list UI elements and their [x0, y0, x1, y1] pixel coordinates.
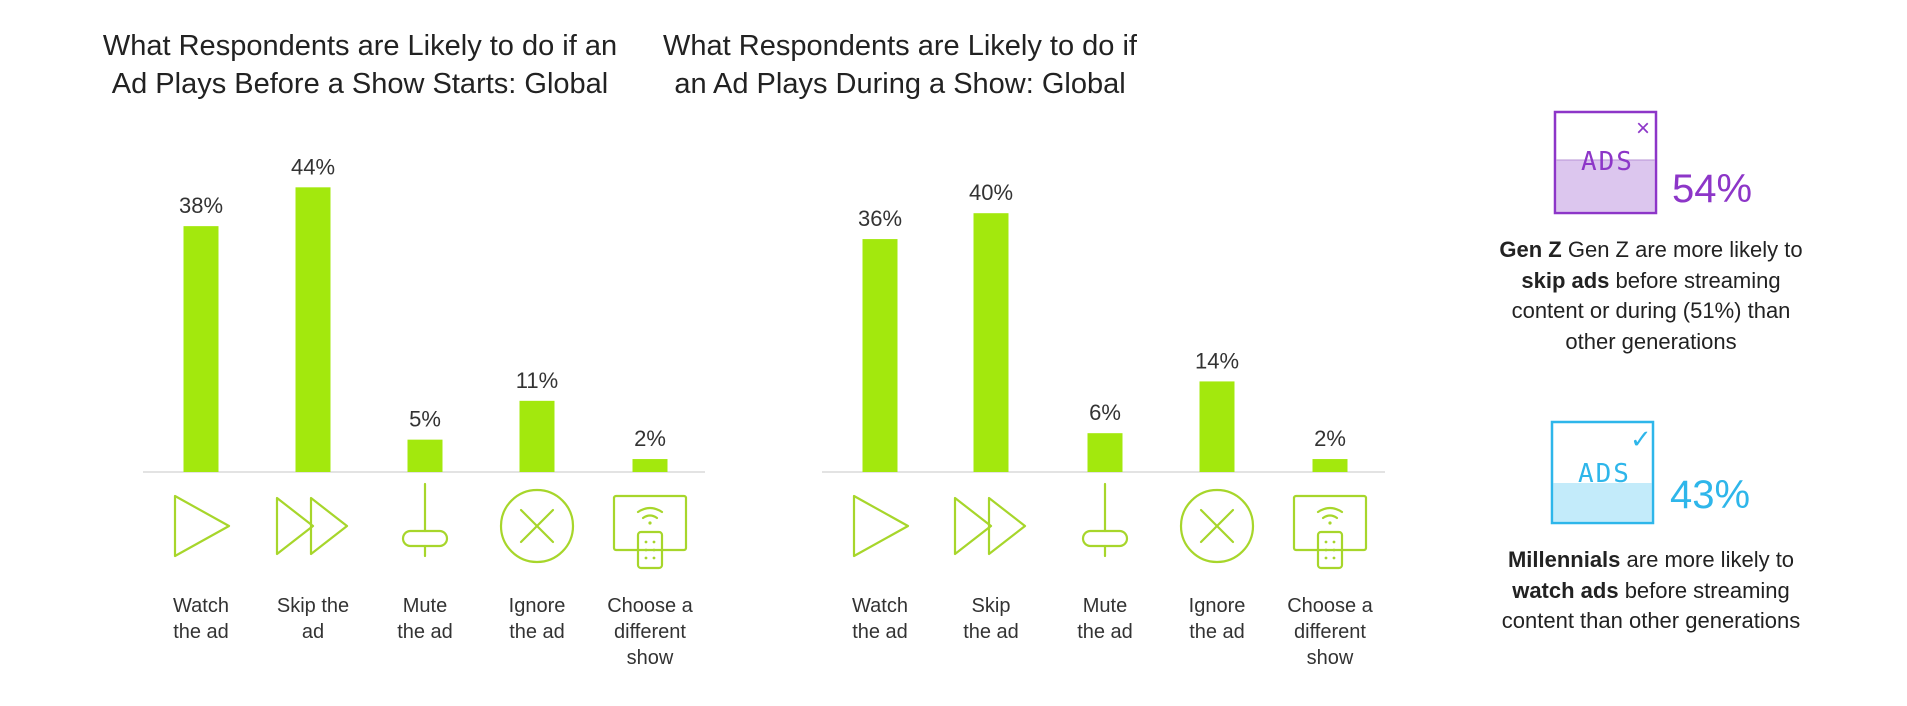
chart-1-title-line-1: What Respondents are Likely to do if an — [102, 30, 618, 62]
chart-1-category-label-1: Watch the ad — [141, 593, 261, 645]
chart-2-category-label-4-line-2: the ad — [1189, 621, 1245, 643]
chart-2-category-label-5-line-2: different — [1294, 621, 1366, 643]
chart-1-category-label-2-line-1: Skip the — [276, 595, 350, 617]
chart-2-marks: 36% 40% 6% 14% 2% — [822, 180, 1385, 570]
genz-icon-mark: × — [1636, 115, 1650, 142]
tv-remote-icon — [1292, 494, 1368, 570]
chart-1-category-label-5-line-3: show — [626, 647, 674, 669]
fast-forward-icon — [275, 496, 349, 556]
chart-1-bar-1 — [183, 226, 219, 472]
chart-1-data-label-4: 11% — [516, 368, 558, 393]
chart-1-marks: 38% 44% 5% 11% 2% — [143, 154, 705, 570]
millennials-icon-text: ADS — [1578, 459, 1631, 489]
genz-text-1: Gen Z are more likely to — [1561, 237, 1803, 262]
chart-1-category-label-4: Ignore the ad — [477, 593, 597, 645]
chart-2-data-label-4: 14% — [1195, 348, 1239, 373]
chart-2-bar-4 — [1199, 381, 1235, 472]
millennials-bold-2: watch ads — [1512, 577, 1619, 603]
genz-description: Gen Z Gen Z are more likely to skip ads … — [1486, 235, 1816, 357]
chart-2-category-label-2: Skip the ad — [931, 593, 1051, 645]
chart-1-category-label-2: Skip the ad — [253, 593, 373, 645]
millennials-text-2: before streaming content than other gene… — [1501, 577, 1801, 634]
chart-2-category-label-3-line-2: the ad — [1077, 621, 1133, 643]
genz-bold-1: Gen Z — [1499, 237, 1562, 262]
chart-2-bar-3 — [1087, 433, 1123, 472]
chart-2-data-label-1: 36% — [858, 206, 902, 231]
millennials-text-1: are more likely to — [1620, 547, 1795, 572]
chart-1-bar-3 — [407, 439, 443, 472]
chart-1-category-label-5: Choose a different show — [590, 593, 710, 671]
chart-2-category-label-2-line-1: Skip — [971, 595, 1011, 617]
chart-2-category-label-1: Watch the ad — [820, 593, 940, 645]
chart-2-data-label-2: 40% — [969, 180, 1013, 205]
chart-2-category-label-2-line-2: the ad — [963, 621, 1019, 643]
chart-2-category-label-5: Choose a different show — [1270, 593, 1390, 671]
play-icon — [173, 494, 231, 558]
genz-text-2: before streaming content or during (51%)… — [1511, 267, 1791, 354]
chart-1-data-label-3: 5% — [409, 407, 441, 432]
chart-1-category-label-3-line-1: Mute — [402, 595, 448, 617]
chart-1-data-label-2: 44% — [291, 154, 335, 179]
play-icon — [852, 494, 910, 558]
mute-slider-icon — [401, 482, 449, 558]
chart-1-bar-2 — [295, 187, 331, 472]
chart-2-category-label-5-line-3: show — [1306, 647, 1354, 669]
ignore-x-icon — [1179, 488, 1255, 564]
chart-1-bar-4 — [519, 400, 555, 472]
chart-1-category-label-4-line-1: Ignore — [508, 595, 566, 617]
chart-1-title: What Respondents are Likely to do if an … — [100, 27, 620, 103]
chart-2-category-label-4: Ignore the ad — [1157, 593, 1277, 645]
chart-2-category-label-4-line-1: Ignore — [1188, 595, 1246, 617]
millennials-percentage: 43% — [1670, 473, 1751, 517]
chart-2-category-label-3: Mute the ad — [1045, 593, 1165, 645]
chart-2-category-label-1-line-1: Watch — [852, 595, 908, 617]
chart-2-data-label-5: 2% — [1314, 426, 1346, 451]
chart-1-category-label-3-line-2: the ad — [397, 621, 453, 643]
chart-1-category-label-1-line-2: the ad — [173, 621, 229, 643]
chart-2-bar-1 — [862, 239, 898, 472]
genz-bold-2: skip ads — [1521, 267, 1610, 293]
millennials-ads-watch-icon: ADS ✓ — [1550, 420, 1655, 525]
chart-1-category-label-2-line-2: ad — [301, 621, 325, 643]
mute-slider-icon — [1081, 482, 1129, 558]
chart-2-bar-5 — [1312, 459, 1348, 472]
chart-2-data-label-3: 6% — [1089, 400, 1121, 425]
chart-1-category-label-3: Mute the ad — [365, 593, 485, 645]
chart-1-category-label-1-line-1: Watch — [173, 595, 229, 617]
millennials-description: Millennials are more likely to watch ads… — [1486, 545, 1816, 637]
chart-1-data-label-5: 2% — [634, 426, 666, 451]
chart-1-category-label-5-line-2: different — [614, 621, 686, 643]
chart-2-title-line-2: an Ad Plays During a Show: Global — [674, 68, 1126, 100]
chart-1-data-label-1: 38% — [179, 193, 223, 218]
ignore-x-icon — [499, 488, 575, 564]
fast-forward-icon — [953, 496, 1027, 556]
genz-ads-skip-icon: ADS × — [1553, 110, 1658, 215]
chart-2-title-line-1: What Respondents are Likely to do if — [663, 30, 1137, 62]
chart-2-category-label-1-line-2: the ad — [852, 621, 908, 643]
chart-1-bar-5 — [632, 459, 668, 472]
chart-2-bar-2 — [973, 213, 1009, 472]
chart-1-category-label-4-line-2: the ad — [509, 621, 565, 643]
tv-remote-icon — [612, 494, 688, 570]
chart-1-title-line-2: Ad Plays Before a Show Starts: Global — [111, 68, 609, 100]
millennials-bold-1: Millennials — [1507, 547, 1621, 572]
chart-1-category-label-5-line-1: Choose a — [607, 595, 693, 617]
chart-2-title: What Respondents are Likely to do if an … — [640, 27, 1160, 103]
genz-icon-text: ADS — [1581, 147, 1634, 177]
millennials-icon-mark: ✓ — [1630, 424, 1652, 454]
chart-2-category-label-5-line-1: Choose a — [1287, 595, 1373, 617]
genz-percentage: 54% — [1672, 167, 1753, 211]
chart-2-category-label-3-line-1: Mute — [1082, 595, 1128, 617]
